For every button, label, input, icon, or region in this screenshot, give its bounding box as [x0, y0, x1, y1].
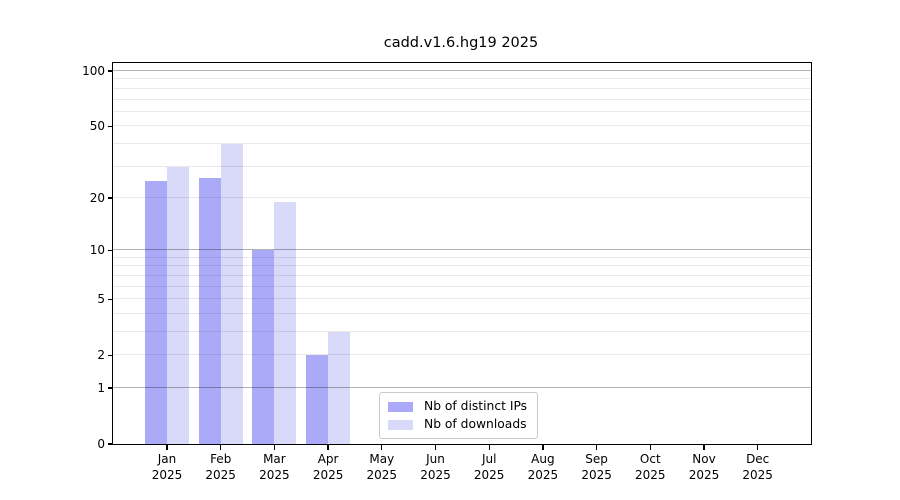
x-tick-label: Aug 2025 [527, 452, 559, 482]
minor-gridline [113, 312, 811, 314]
y-tick-label: 1 [97, 381, 105, 395]
y-tick-mark [108, 125, 112, 127]
x-tick-label: Mar 2025 [259, 452, 290, 482]
major-gridline [113, 387, 811, 388]
minor-gridline [113, 354, 811, 356]
y-tick-mark [108, 354, 112, 356]
minor-gridline [113, 110, 811, 112]
x-tick-mark [166, 445, 168, 450]
legend-swatch-downloads [388, 419, 413, 430]
minor-gridline [113, 256, 811, 258]
y-tick-label: 5 [97, 292, 105, 307]
x-tick-label: Oct 2025 [635, 452, 666, 482]
y-tick-label: 2 [97, 348, 105, 363]
minor-gridline [113, 125, 811, 127]
x-tick-label: Apr 2025 [312, 452, 344, 482]
bar-distinct-ips [252, 250, 275, 444]
minor-gridline [113, 274, 811, 276]
x-tick-mark [434, 445, 437, 450]
x-tick-label: Jan 2025 [151, 452, 183, 482]
x-tick-label: Jul 2025 [473, 452, 505, 482]
bar-distinct-ips [145, 180, 167, 444]
x-tick-mark [273, 445, 276, 450]
bar-downloads [167, 166, 189, 444]
x-tick-label: May 2025 [366, 452, 398, 482]
y-tick-mark [108, 298, 112, 300]
y-tick-label: 50 [89, 119, 105, 134]
x-tick-mark [381, 445, 383, 450]
minor-gridline [113, 165, 811, 167]
x-tick-label: Feb 2025 [205, 452, 236, 482]
legend-item-downloads: Nb of downloads [388, 417, 527, 432]
legend-swatch-distinct-ips [388, 401, 413, 412]
x-tick-label: Dec 2025 [742, 452, 773, 482]
major-gridline [113, 70, 811, 71]
major-gridline [113, 249, 811, 251]
x-tick-mark [595, 445, 598, 450]
minor-gridline [113, 78, 811, 80]
legend-label-downloads: Nb of downloads [424, 417, 527, 431]
minor-gridline [113, 285, 811, 287]
y-tick-mark [108, 197, 112, 199]
y-tick-label: 20 [89, 190, 105, 205]
legend: Nb of distinct IPs Nb of downloads [379, 392, 539, 439]
y-tick-label: 0 [97, 437, 105, 451]
x-tick-label: Jun 2025 [420, 452, 451, 482]
y-tick-mark [108, 249, 112, 251]
x-tick-label: Nov 2025 [688, 452, 720, 482]
legend-item-distinct-ips: Nb of distinct IPs [388, 399, 527, 414]
legend-label-distinct-ips: Nb of distinct IPs [424, 399, 528, 413]
minor-gridline [113, 298, 811, 300]
y-tick-mark [108, 387, 112, 389]
minor-gridline [113, 142, 811, 144]
y-tick-mark [108, 443, 112, 445]
x-tick-mark [488, 445, 490, 450]
chart-title: cadd.v1.6.hg19 2025 [383, 35, 539, 51]
minor-gridline [113, 331, 811, 332]
x-tick-mark [757, 445, 759, 450]
x-tick-mark [649, 445, 651, 450]
plot-area: Nb of distinct IPs Nb of downloads 0 1 2 5 1… [82, 62, 812, 482]
x-tick-label: Sep 2025 [581, 452, 612, 482]
bar-downloads [328, 332, 351, 444]
minor-gridline [113, 98, 811, 100]
minor-gridline [113, 87, 811, 89]
minor-gridline [113, 265, 811, 267]
y-tick-mark [108, 70, 112, 72]
bar-distinct-ips [198, 177, 221, 444]
y-tick-label: 10 [89, 243, 105, 258]
bar-downloads [220, 143, 243, 444]
bar-downloads [274, 201, 297, 444]
x-tick-mark [327, 445, 329, 450]
x-tick-mark [703, 445, 705, 450]
x-tick-mark [220, 445, 222, 450]
x-tick-mark [542, 445, 544, 450]
minor-gridline [113, 196, 811, 198]
bar-distinct-ips [306, 355, 329, 444]
y-tick-label: 100 [82, 64, 105, 78]
